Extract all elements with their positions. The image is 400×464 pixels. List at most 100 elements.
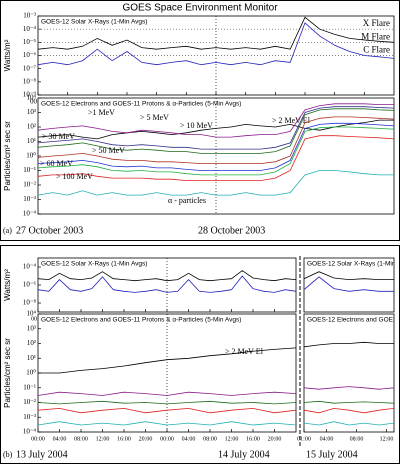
x-tick-label: 08:00 bbox=[350, 436, 364, 442]
panel-label: (a) bbox=[3, 226, 12, 235]
chart-title: GOES-12 Electrons and GOES-11 Proton bbox=[307, 317, 400, 324]
y-tick-label: 10¹ bbox=[27, 354, 36, 362]
x-tick-label: 04:00 bbox=[53, 436, 67, 442]
x-tick-label: 12:00 bbox=[225, 436, 239, 442]
figure-title: GOES Space Environment Monitor bbox=[122, 3, 278, 14]
y-tick-label: 10² bbox=[27, 123, 36, 131]
series-line bbox=[38, 106, 394, 150]
y-tick-label: 10⁻⁶ bbox=[23, 51, 37, 59]
x-tick-label: 01:00 bbox=[297, 436, 311, 442]
y-tick-label: 10⁻³ bbox=[23, 12, 36, 20]
series-line bbox=[304, 341, 394, 348]
y-tick-label: 10⁻⁸ bbox=[23, 77, 37, 85]
y-tick-label: 10⁻¹ bbox=[23, 383, 36, 391]
series-line bbox=[304, 400, 394, 404]
x-tick-label: 00:00 bbox=[160, 436, 174, 442]
flare-label: X Flare bbox=[363, 18, 390, 28]
series-line bbox=[38, 275, 296, 293]
series-line bbox=[38, 103, 394, 138]
series-label: > 2 MeV El bbox=[272, 116, 311, 125]
series-line bbox=[38, 270, 296, 282]
y-tick-label: 10² bbox=[27, 339, 36, 347]
y-tick-label: 10⁻⁷ bbox=[23, 64, 37, 72]
series-line bbox=[38, 407, 296, 414]
y-tick-label: 10⁻³ bbox=[23, 413, 36, 421]
x-tick-label: 16:00 bbox=[246, 436, 260, 442]
x-tick-label: 12:00 bbox=[380, 436, 394, 442]
chart-title: GOES-12 Electrons and GOES-11 Protons & … bbox=[41, 317, 241, 324]
y-tick-label: 10⁻⁴ bbox=[23, 263, 37, 271]
date-label: 15 July 2004 bbox=[306, 449, 358, 460]
y-tick-label: 10⁻³ bbox=[23, 195, 36, 203]
panel-label: (b) bbox=[3, 450, 13, 459]
series-label: > 100 MeV bbox=[56, 172, 93, 181]
plot-frame bbox=[303, 257, 395, 313]
series-label: > 10 MeV bbox=[180, 121, 213, 130]
date-label: 14 July 2004 bbox=[218, 449, 270, 460]
y-tick-label: 10⁰ bbox=[26, 369, 36, 377]
y-tick-label: 10⁻² bbox=[23, 181, 36, 189]
x-tick-label: 20:00 bbox=[139, 436, 153, 442]
series-line bbox=[304, 421, 394, 426]
series-label: > 5 MeV bbox=[140, 113, 169, 122]
series-line bbox=[38, 126, 394, 176]
date-label: 27 October 2003 bbox=[16, 225, 83, 236]
chart-title: GOES-12 Solar X-Rays (1-Min Avgs) bbox=[307, 261, 400, 268]
series-label: α - particles bbox=[168, 196, 206, 205]
x-tick-label: 16:00 bbox=[117, 436, 131, 442]
series-line bbox=[38, 135, 394, 181]
series-label: > 50 MeV bbox=[92, 146, 125, 155]
y-tick-label: 10⁰ bbox=[26, 152, 36, 160]
y-tick-label: 10⁻⁹ bbox=[23, 91, 37, 99]
x-tick-label: 08:00 bbox=[203, 436, 217, 442]
x-tick-label: 04:00 bbox=[320, 436, 334, 442]
y-tick-label: 10⁻² bbox=[23, 398, 36, 406]
series-line bbox=[304, 407, 394, 414]
y-axis-label: Watts/m² bbox=[3, 269, 12, 301]
date-label: 28 October 2003 bbox=[198, 225, 265, 236]
series-line bbox=[38, 16, 394, 50]
series-line bbox=[304, 276, 394, 292]
series-line bbox=[38, 108, 394, 154]
series-line bbox=[38, 22, 394, 66]
y-tick-label: 10¹ bbox=[27, 137, 36, 145]
series-label: > 30 MeV bbox=[42, 132, 75, 141]
y-tick-label: 10⁻⁴ bbox=[23, 25, 37, 33]
series-line bbox=[38, 122, 394, 171]
series-line bbox=[38, 170, 394, 196]
x-tick-label: 08:00 bbox=[74, 436, 88, 442]
y-tick-label: 10⁻⁶ bbox=[23, 281, 37, 289]
plot-frame bbox=[37, 313, 297, 433]
series-label: > 60 MeV bbox=[40, 159, 73, 168]
series-label: >1 MeV bbox=[88, 108, 115, 117]
series-line bbox=[38, 116, 394, 164]
x-tick-label: 00:00 bbox=[31, 436, 45, 442]
x-tick-label: 12:00 bbox=[96, 436, 110, 442]
series-line bbox=[38, 347, 296, 374]
y-tick-label: 10⁴ bbox=[27, 94, 37, 102]
series-line bbox=[38, 400, 296, 405]
y-tick-label: 10⁴ bbox=[27, 310, 37, 318]
chart-title: GOES-12 Solar X-Rays (1-Min Avgs) bbox=[41, 261, 147, 268]
series-line bbox=[304, 386, 394, 390]
y-axis-label: Particles/cm² sec sr bbox=[3, 121, 12, 191]
x-tick-label: 04:00 bbox=[182, 436, 196, 442]
flare-label: M Flare bbox=[361, 31, 390, 41]
series-line bbox=[38, 391, 296, 396]
y-axis-label: Watts/m² bbox=[3, 39, 12, 71]
flare-label: C Flare bbox=[363, 45, 390, 55]
y-tick-label: 10⁻⁴ bbox=[23, 428, 37, 436]
x-tick-label: 20:00 bbox=[268, 436, 282, 442]
y-axis-label: Particles/cm² sec sr bbox=[3, 338, 12, 408]
y-tick-label: 10⁻¹ bbox=[23, 166, 36, 174]
plot-frame bbox=[303, 313, 395, 433]
chart-title: GOES-12 Solar X-Rays (1-Min Avgs) bbox=[41, 19, 147, 26]
series-line bbox=[304, 271, 394, 281]
y-tick-label: 10⁻⁸ bbox=[23, 299, 37, 307]
date-label: 13 July 2004 bbox=[16, 449, 68, 460]
series-label: > 2 MeV El bbox=[225, 347, 264, 356]
chart-title: GOES-12 Electrons and GOES-11 Protons & … bbox=[41, 101, 241, 108]
series-line bbox=[38, 421, 296, 426]
y-tick-label: 10⁻⁴ bbox=[23, 210, 37, 218]
